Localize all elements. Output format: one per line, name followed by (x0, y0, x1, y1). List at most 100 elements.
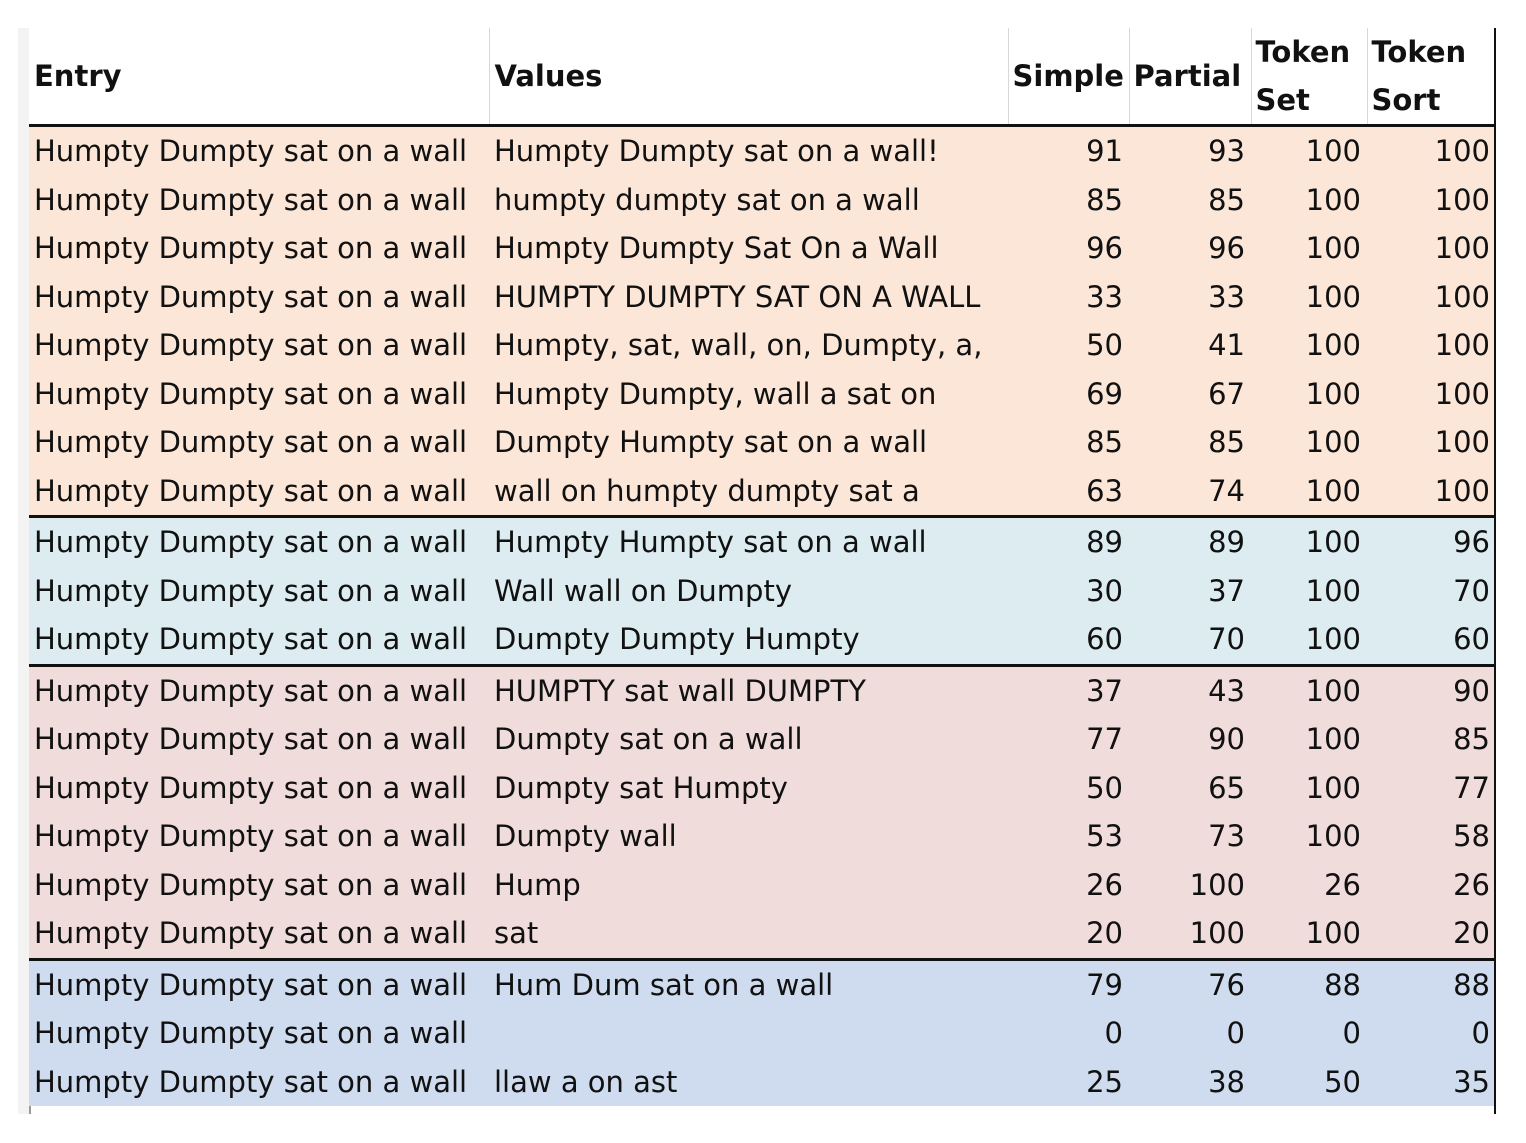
cell-token-set[interactable]: 100 (1251, 175, 1367, 224)
cell-entry[interactable]: Humpty Dumpty sat on a wall (29, 321, 489, 370)
cell-token-sort[interactable]: 88 (1367, 957, 1496, 1009)
cell-values[interactable]: Dumpty Humpty sat on a wall (489, 418, 1008, 467)
cell-entry[interactable]: Humpty Dumpty sat on a wall (29, 663, 489, 715)
cell-values[interactable]: sat (489, 909, 1008, 959)
cell-token-sort[interactable]: 20 (1367, 909, 1496, 959)
cell-partial[interactable]: 90 (1129, 715, 1251, 764)
cell-token-sort[interactable]: 85 (1367, 715, 1496, 764)
cell-token-set[interactable]: 50 (1251, 1057, 1367, 1106)
cell-token-set[interactable]: 100 (1251, 812, 1367, 861)
cell-simple[interactable]: 30 (1008, 566, 1129, 615)
cell-values[interactable]: wall on humpty dumpty sat a (489, 466, 1008, 517)
cell-token-set[interactable]: 100 (1251, 369, 1367, 418)
cell-token-set[interactable]: 100 (1251, 418, 1367, 467)
cell-token-set[interactable]: 100 (1251, 763, 1367, 812)
cell-token-sort[interactable]: 60 (1367, 615, 1496, 665)
cell-simple[interactable]: 33 (1008, 272, 1129, 321)
cell-simple[interactable]: 50 (1008, 763, 1129, 812)
cell-token-set[interactable]: 100 (1251, 125, 1367, 176)
cell-partial[interactable]: 89 (1129, 515, 1251, 567)
cell-token-sort[interactable]: 100 (1367, 466, 1496, 517)
cell-simple[interactable]: 85 (1008, 418, 1129, 467)
cell-values[interactable]: humpty dumpty sat on a wall (489, 175, 1008, 224)
cell-simple[interactable]: 79 (1008, 957, 1129, 1009)
cell-simple[interactable]: 89 (1008, 515, 1129, 567)
cell-token-sort[interactable]: 35 (1367, 1057, 1496, 1106)
cell-values[interactable] (489, 1009, 1008, 1058)
cell-token-set[interactable]: 0 (1251, 1009, 1367, 1058)
cell-token-sort[interactable]: 77 (1367, 763, 1496, 812)
cell-token-set[interactable]: 100 (1251, 515, 1367, 567)
header-partial[interactable]: Partial (1129, 28, 1252, 127)
cell-values[interactable]: HUMPTY sat wall DUMPTY (489, 663, 1008, 715)
cell-values[interactable]: llaw a on ast (489, 1057, 1008, 1106)
cell-entry[interactable]: Humpty Dumpty sat on a wall (29, 418, 489, 467)
cell-partial[interactable]: 96 (1129, 224, 1251, 273)
cell-values[interactable]: Dumpty wall (489, 812, 1008, 861)
cell-partial[interactable]: 100 (1129, 909, 1251, 959)
cell-partial[interactable]: 37 (1129, 566, 1251, 615)
cell-values[interactable]: Humpty Humpty sat on a wall (489, 515, 1008, 567)
cell-values[interactable]: Wall wall on Dumpty (489, 566, 1008, 615)
cell-partial[interactable]: 41 (1129, 321, 1251, 370)
cell-token-set[interactable]: 100 (1251, 466, 1367, 517)
cell-entry[interactable]: Humpty Dumpty sat on a wall (29, 615, 489, 665)
cell-token-sort[interactable]: 100 (1367, 272, 1496, 321)
cell-simple[interactable]: 60 (1008, 615, 1129, 665)
cell-token-sort[interactable]: 0 (1367, 1009, 1496, 1058)
cell-simple[interactable]: 37 (1008, 663, 1129, 715)
cell-simple[interactable]: 25 (1008, 1057, 1129, 1106)
cell-token-set[interactable]: 100 (1251, 909, 1367, 959)
cell-entry[interactable]: Humpty Dumpty sat on a wall (29, 272, 489, 321)
cell-entry[interactable]: Humpty Dumpty sat on a wall (29, 224, 489, 273)
cell-token-set[interactable]: 100 (1251, 566, 1367, 615)
cell-entry[interactable]: Humpty Dumpty sat on a wall (29, 1057, 489, 1106)
cell-values[interactable]: Hum Dum sat on a wall (489, 957, 1008, 1009)
cell-partial[interactable]: 65 (1129, 763, 1251, 812)
cell-simple[interactable]: 69 (1008, 369, 1129, 418)
cell-values[interactable]: Hump (489, 860, 1008, 909)
cell-token-sort[interactable]: 100 (1367, 321, 1496, 370)
cell-values[interactable]: Dumpty Dumpty Humpty (489, 615, 1008, 665)
cell-entry[interactable]: Humpty Dumpty sat on a wall (29, 515, 489, 567)
cell-token-sort[interactable]: 96 (1367, 515, 1496, 567)
cell-entry[interactable]: Humpty Dumpty sat on a wall (29, 369, 489, 418)
cell-token-set[interactable]: 100 (1251, 615, 1367, 665)
cell-values[interactable]: Humpty Dumpty Sat On a Wall (489, 224, 1008, 273)
cell-simple[interactable]: 50 (1008, 321, 1129, 370)
header-entry[interactable]: Entry (29, 28, 490, 127)
cell-token-sort[interactable]: 100 (1367, 125, 1496, 176)
cell-token-set[interactable]: 100 (1251, 224, 1367, 273)
header-values[interactable]: Values (489, 28, 1009, 127)
cell-partial[interactable]: 33 (1129, 272, 1251, 321)
cell-partial[interactable]: 43 (1129, 663, 1251, 715)
cell-entry[interactable]: Humpty Dumpty sat on a wall (29, 860, 489, 909)
cell-token-sort[interactable]: 100 (1367, 175, 1496, 224)
cell-values[interactable]: Dumpty sat Humpty (489, 763, 1008, 812)
cell-partial[interactable]: 85 (1129, 418, 1251, 467)
cell-simple[interactable]: 26 (1008, 860, 1129, 909)
cell-entry[interactable]: Humpty Dumpty sat on a wall (29, 466, 489, 517)
cell-partial[interactable]: 73 (1129, 812, 1251, 861)
cell-partial[interactable]: 93 (1129, 125, 1251, 176)
cell-values[interactable]: Humpty Dumpty, wall a sat on (489, 369, 1008, 418)
cell-simple[interactable]: 63 (1008, 466, 1129, 517)
cell-simple[interactable]: 20 (1008, 909, 1129, 959)
cell-partial[interactable]: 67 (1129, 369, 1251, 418)
cell-token-set[interactable]: 88 (1251, 957, 1367, 1009)
cell-entry[interactable]: Humpty Dumpty sat on a wall (29, 175, 489, 224)
cell-entry[interactable]: Humpty Dumpty sat on a wall (29, 125, 489, 176)
cell-simple[interactable]: 91 (1008, 125, 1129, 176)
cell-token-sort[interactable]: 58 (1367, 812, 1496, 861)
cell-entry[interactable]: Humpty Dumpty sat on a wall (29, 1009, 489, 1058)
cell-partial[interactable]: 85 (1129, 175, 1251, 224)
cell-simple[interactable]: 77 (1008, 715, 1129, 764)
cell-values[interactable]: Humpty, sat, wall, on, Dumpty, a, (489, 321, 1008, 370)
header-token-set[interactable]: Token Set (1251, 28, 1368, 127)
cell-token-sort[interactable]: 100 (1367, 418, 1496, 467)
cell-values[interactable]: Dumpty sat on a wall (489, 715, 1008, 764)
cell-entry[interactable]: Humpty Dumpty sat on a wall (29, 715, 489, 764)
cell-partial[interactable]: 38 (1129, 1057, 1251, 1106)
cell-simple[interactable]: 85 (1008, 175, 1129, 224)
cell-simple[interactable]: 96 (1008, 224, 1129, 273)
